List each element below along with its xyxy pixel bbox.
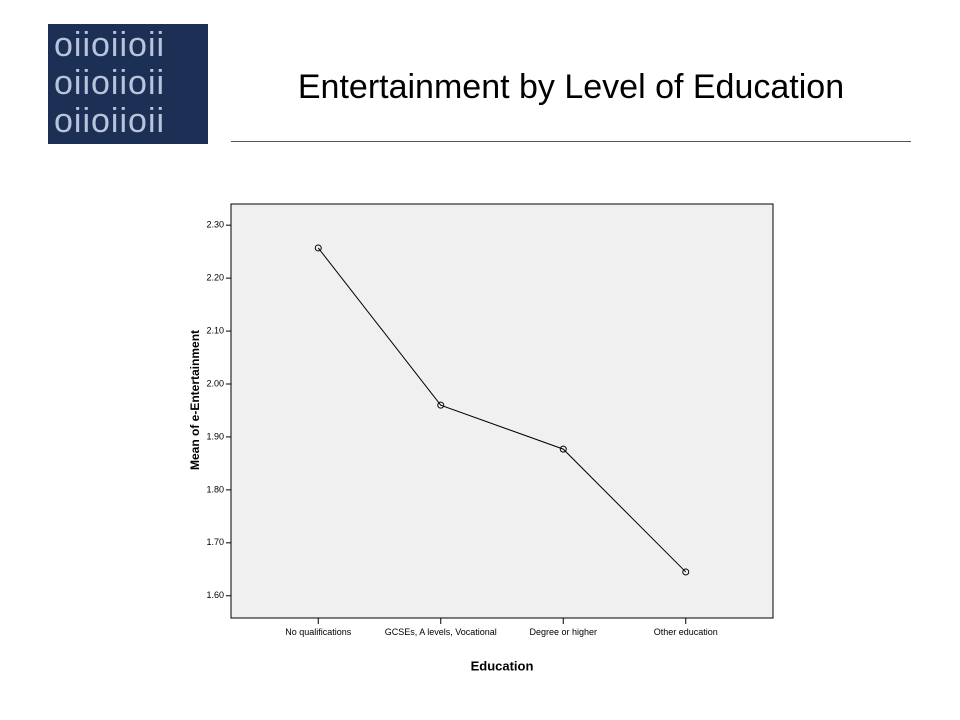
y-tick-label: 1.80 bbox=[206, 484, 224, 494]
marker bbox=[682, 568, 690, 576]
slide-title: Entertainment by Level of Education bbox=[297, 68, 845, 106]
x-tick-label-box: GCSEs, A levels, Vocational bbox=[384, 627, 497, 637]
x-tick-label: Degree or higher bbox=[529, 627, 598, 637]
y-axis-label: Mean of e-Entertainment bbox=[188, 330, 202, 470]
y-tick-label: 2.20 bbox=[206, 272, 224, 282]
line bbox=[317, 247, 687, 573]
y-tick-label: 1.70 bbox=[206, 537, 224, 547]
plot-area bbox=[230, 203, 774, 619]
y-tick-label: 2.30 bbox=[206, 220, 224, 230]
logo: oiioiioii oiioiioii oiioiioii bbox=[48, 24, 208, 144]
logo-text: oiioiioii bbox=[54, 102, 166, 140]
x-tick-label-box: Other education bbox=[653, 627, 718, 637]
x-tick-label: No qualifications bbox=[285, 627, 352, 637]
y-tick-label: 1.60 bbox=[206, 590, 224, 600]
x-tick-label-box: No qualifications bbox=[285, 627, 352, 637]
y-tick-label: 1.90 bbox=[206, 431, 224, 441]
marker bbox=[314, 244, 322, 252]
x-tick-label-box: Degree or higher bbox=[529, 627, 598, 637]
logo-text: oiioiioii bbox=[54, 64, 166, 102]
marker bbox=[559, 445, 567, 453]
title-rule bbox=[231, 141, 911, 142]
y-tick-label: 2.10 bbox=[206, 325, 224, 335]
x-axis-label: Education bbox=[471, 658, 534, 673]
y-tick-label: 2.00 bbox=[206, 378, 224, 388]
x-tick-label: Other education bbox=[653, 627, 718, 637]
logo-text: oiioiioii bbox=[54, 26, 166, 64]
marker bbox=[437, 401, 445, 409]
x-tick-label: GCSEs, A levels, Vocational bbox=[384, 627, 497, 637]
